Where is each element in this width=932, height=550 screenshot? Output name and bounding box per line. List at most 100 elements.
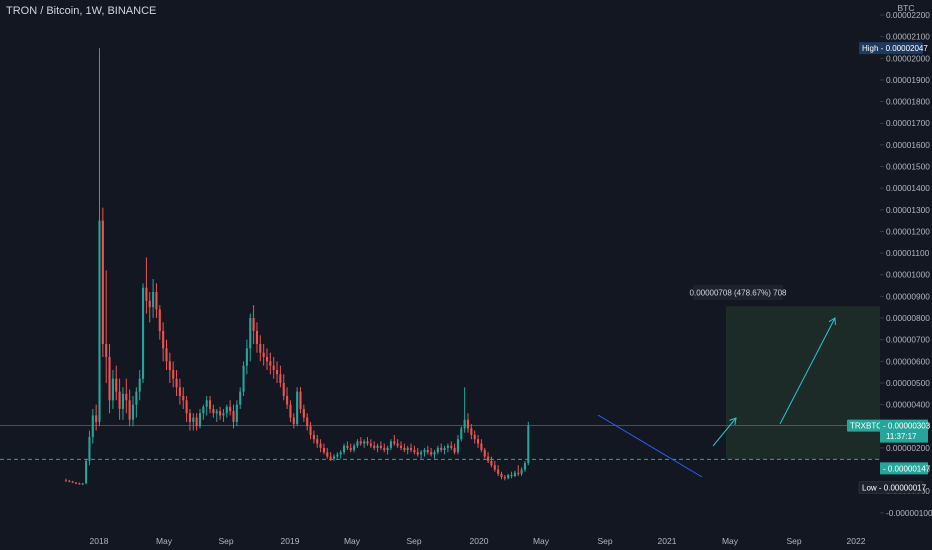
- candle-body: [252, 318, 255, 332]
- candle-body: [142, 287, 145, 379]
- x-tick-label: 2019: [281, 536, 300, 546]
- symbol-title[interactable]: TRON / Bitcoin, 1W, BINANCE: [6, 5, 157, 17]
- candle-body: [286, 395, 289, 405]
- reference-badge: - 0.00000147: [880, 462, 931, 475]
- candle-body: [456, 439, 459, 453]
- candle-body: [81, 483, 84, 485]
- candle-body: [195, 417, 198, 427]
- candle-body: [309, 426, 312, 435]
- candle-body: [255, 331, 258, 344]
- candle-body: [198, 413, 202, 427]
- candle-body: [135, 391, 138, 405]
- arrow-long-head: [828, 317, 836, 326]
- candle-body: [269, 361, 272, 366]
- candle-body: [326, 452, 329, 457]
- y-tick-label: 0.00001500: [886, 162, 930, 172]
- candle-body: [487, 456, 490, 461]
- candle-body: [296, 391, 299, 425]
- candle-body: [262, 352, 265, 357]
- candle-body: [466, 419, 470, 429]
- candle-body: [178, 387, 181, 396]
- candle-body: [125, 393, 128, 401]
- candle-body: [232, 411, 235, 422]
- candle-body: [108, 356, 111, 401]
- x-tick-label: May: [533, 536, 550, 546]
- y-tick-label: 0.00000700: [886, 335, 930, 345]
- candle-body: [162, 331, 165, 349]
- x-tick-label: Sep: [786, 536, 801, 546]
- candle-body: [520, 469, 523, 474]
- candle-body: [319, 443, 322, 448]
- y-tick-label: 0.00000800: [886, 313, 930, 323]
- candle-body: [356, 441, 359, 446]
- candle-body: [389, 441, 392, 448]
- candle-body: [510, 474, 513, 477]
- candle-body: [306, 417, 309, 427]
- y-tick-label: 0.00001400: [886, 183, 930, 193]
- y-tick-label: 0.00001100: [886, 248, 930, 258]
- x-tick-label: 2022: [847, 536, 866, 546]
- candle-body: [249, 318, 252, 349]
- candle-body: [386, 447, 389, 451]
- y-tick-label: 0.00001700: [886, 118, 930, 128]
- arrow-long: [779, 317, 836, 425]
- candle-body: [71, 481, 74, 483]
- candle-body: [212, 408, 215, 414]
- y-tick-label: 0.00001600: [886, 140, 930, 150]
- y-tick-label: 0.00001800: [886, 97, 930, 107]
- y-tick-label: 0.00001300: [886, 205, 930, 215]
- candle-body: [346, 445, 349, 448]
- candle-body: [450, 445, 453, 448]
- candle-body: [410, 447, 413, 451]
- candle-body: [332, 456, 336, 459]
- candle-body: [396, 443, 399, 446]
- candle-body: [446, 445, 449, 448]
- candle-body: [219, 411, 222, 416]
- candle-body: [507, 474, 510, 479]
- price-axis[interactable]: [880, 0, 932, 550]
- candle-body: [265, 356, 269, 362]
- arrow-short-head: [729, 417, 737, 425]
- measure-label-text: 0.00000708 (478.67%) 708: [690, 289, 788, 298]
- candle-body: [121, 393, 124, 409]
- candle-body: [209, 400, 212, 409]
- low-badge-text: Low - 0.00000017: [862, 484, 927, 493]
- candle-body: [336, 454, 339, 457]
- x-tick-label: Sep: [218, 536, 233, 546]
- high-badge: High - 0.00002047: [859, 42, 928, 55]
- candle-body: [64, 480, 68, 482]
- candle-body: [242, 365, 245, 392]
- candle-body: [215, 411, 218, 414]
- candle-body: [312, 434, 315, 440]
- candle-body: [98, 220, 101, 422]
- candle-body: [416, 452, 419, 455]
- candle-body: [339, 452, 342, 455]
- candle-body: [118, 391, 121, 409]
- symbol-badge-text: TRXBTC: [850, 422, 882, 431]
- candle-body: [373, 445, 376, 448]
- candle-body: [426, 450, 429, 453]
- y-tick-label: 0.00000200: [886, 443, 930, 453]
- x-tick-label: May: [722, 536, 739, 546]
- candle-body: [413, 450, 416, 453]
- candle-body: [329, 456, 332, 459]
- x-tick-label: 2018: [90, 536, 109, 546]
- low-badge: Low - 0.00000017: [858, 481, 927, 494]
- candle-body: [225, 406, 228, 414]
- trend-line: [597, 414, 703, 478]
- candle-body: [282, 382, 285, 396]
- candle-body: [88, 437, 91, 461]
- candle-body: [406, 447, 409, 451]
- candle-body: [343, 445, 346, 453]
- candle-body: [513, 472, 516, 477]
- candle-body: [420, 452, 423, 455]
- high-badge-box: [859, 42, 923, 55]
- candle-body: [205, 400, 208, 407]
- candle-body: [399, 445, 403, 448]
- countdown-text: 11:37:17: [886, 432, 917, 441]
- candle-body: [523, 463, 526, 470]
- candle-body: [463, 419, 466, 429]
- low-badge-box: [858, 481, 924, 494]
